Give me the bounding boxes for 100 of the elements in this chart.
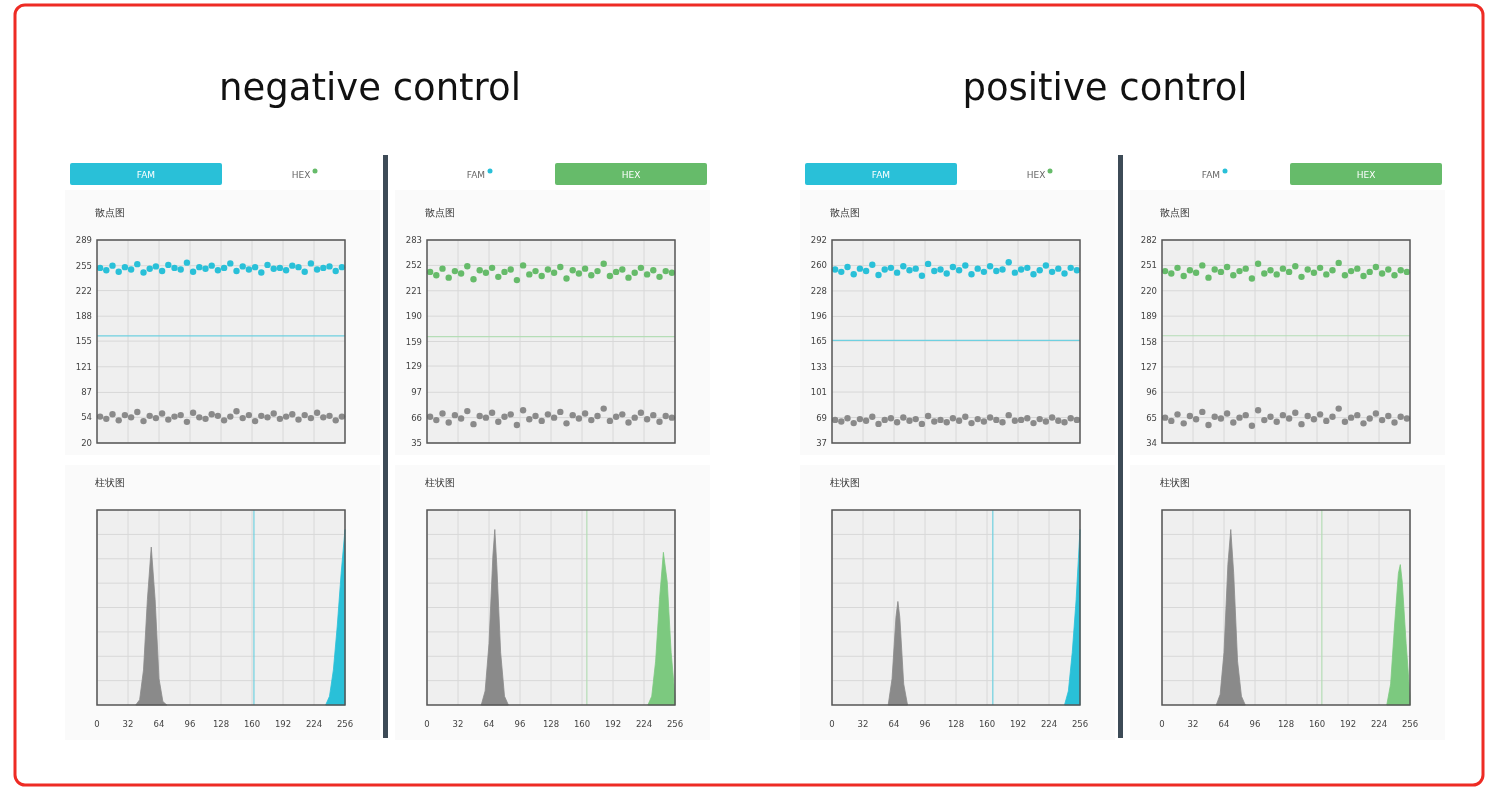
point — [464, 407, 471, 415]
point — [931, 267, 938, 275]
point — [1366, 415, 1373, 422]
point — [924, 260, 932, 268]
point — [980, 418, 988, 425]
y-tick-label: 69 — [816, 412, 827, 423]
y-tick-label: 158 — [1140, 336, 1157, 347]
point — [931, 418, 938, 425]
point — [581, 265, 589, 272]
point — [165, 416, 172, 423]
point — [1055, 265, 1062, 272]
point — [1180, 272, 1187, 280]
point — [208, 411, 215, 418]
y-tick-label: 35 — [411, 438, 422, 448]
point — [1180, 420, 1187, 427]
point — [196, 414, 203, 421]
x-tick-label: 96 — [1249, 719, 1261, 729]
point — [501, 268, 508, 276]
x-tick-label: 160 — [978, 719, 996, 729]
point — [1067, 415, 1074, 422]
point — [600, 405, 607, 412]
point — [1354, 265, 1361, 272]
point — [470, 276, 477, 283]
point — [282, 266, 290, 274]
point — [1397, 413, 1404, 421]
point — [662, 412, 669, 420]
point — [426, 413, 434, 421]
point — [276, 264, 284, 272]
x-tick-label: 64 — [483, 719, 495, 729]
y-tick-label: 252 — [405, 260, 422, 271]
point — [1024, 264, 1031, 272]
point — [1242, 411, 1249, 419]
y-tick-label: 283 — [405, 235, 422, 245]
point — [313, 266, 321, 273]
point — [295, 263, 302, 271]
y-tick-label: 165 — [810, 336, 827, 347]
point — [612, 413, 620, 421]
point — [850, 271, 857, 278]
chart-title: 散点图 — [1160, 207, 1190, 218]
text: HEX — [1356, 170, 1376, 180]
point — [1366, 268, 1373, 276]
point — [127, 266, 135, 273]
point — [918, 420, 926, 428]
point — [251, 417, 259, 425]
x-tick-label: 224 — [635, 719, 653, 729]
point — [189, 409, 197, 417]
point — [495, 273, 502, 281]
x-tick-label: 96 — [919, 719, 931, 729]
text: positive control — [962, 66, 1248, 109]
x-tick-label: 224 — [1040, 719, 1058, 729]
point — [1174, 411, 1181, 418]
point — [245, 266, 253, 273]
point — [1061, 270, 1068, 277]
point — [1310, 416, 1318, 423]
point — [103, 266, 110, 274]
point — [152, 263, 160, 270]
point — [177, 266, 184, 273]
point — [1267, 413, 1274, 421]
point — [183, 259, 191, 266]
point — [196, 263, 203, 271]
point — [1036, 267, 1043, 274]
point — [869, 413, 876, 420]
point — [445, 419, 452, 426]
point — [1323, 271, 1330, 278]
y-tick-label: 34 — [1146, 438, 1157, 448]
point — [513, 276, 521, 284]
point — [282, 413, 290, 420]
x-tick-label: 192 — [274, 719, 292, 729]
point — [918, 272, 926, 280]
x-tick-label: 128 — [212, 719, 230, 729]
point — [301, 268, 308, 275]
x-tick-label: 224 — [305, 719, 323, 729]
point — [320, 264, 327, 272]
point — [476, 412, 483, 420]
point — [862, 417, 870, 424]
point — [519, 407, 527, 414]
point — [507, 411, 514, 418]
point — [538, 417, 545, 425]
point — [999, 266, 1006, 273]
point — [668, 269, 676, 276]
point — [1360, 272, 1367, 280]
point — [1254, 260, 1262, 267]
point — [850, 419, 857, 427]
point — [1385, 266, 1392, 273]
text: HEX — [1026, 170, 1046, 180]
point — [220, 264, 228, 272]
point — [202, 265, 209, 272]
y-tick-label: 121 — [75, 361, 92, 372]
y-tick-label: 255 — [75, 260, 92, 271]
point — [208, 262, 215, 269]
point — [1061, 419, 1068, 426]
point — [1304, 412, 1311, 420]
point — [949, 415, 957, 422]
y-tick-label: 155 — [75, 336, 92, 347]
point — [1279, 411, 1287, 419]
point — [307, 414, 315, 422]
point — [993, 416, 1000, 424]
point — [214, 266, 222, 274]
point — [103, 415, 110, 423]
y-tick-label: 282 — [1140, 235, 1157, 245]
